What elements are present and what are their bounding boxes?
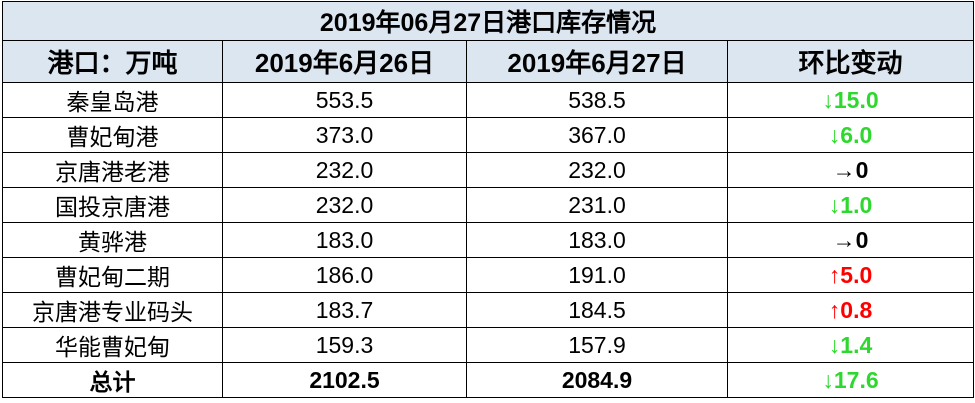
cell: 曹妃甸二期 xyxy=(2,257,223,293)
change-cell: ↑0.8 xyxy=(726,292,975,328)
data-row: 秦皇岛港 553.5 538.5 ↓15.0 xyxy=(2,82,975,118)
total-row: 总计 2102.5 2084.9 ↓17.6 xyxy=(2,362,975,398)
cell: 186.0 xyxy=(222,257,467,293)
cell: 184.5 xyxy=(466,292,728,328)
change-cell: →0 xyxy=(726,222,975,258)
cell: 曹妃甸港 xyxy=(2,117,223,153)
change-cell: ↓17.6 xyxy=(726,362,975,398)
cell: 553.5 xyxy=(222,82,467,118)
cell: 华能曹妃甸 xyxy=(2,327,223,363)
data-row: 京唐港专业码头 183.7 184.5 ↑0.8 xyxy=(2,292,975,328)
table-title: 2019年06月27日港口库存情况 xyxy=(1,1,975,41)
change-cell: ↓1.4 xyxy=(726,327,975,363)
change-cell: ↑5.0 xyxy=(726,257,975,293)
cell: 367.0 xyxy=(466,117,728,153)
header-cell: 2019年6月27日 xyxy=(466,40,728,83)
cell: 232.0 xyxy=(222,187,467,223)
header-cell: 环比变动 xyxy=(726,40,975,83)
cell: 232.0 xyxy=(466,152,728,188)
data-row: 京唐港老港 232.0 232.0 →0 xyxy=(2,152,975,188)
cell: 157.9 xyxy=(466,327,728,363)
data-row: 华能曹妃甸 159.3 157.9 ↓1.4 xyxy=(2,327,975,363)
cell: 183.0 xyxy=(466,222,728,258)
header-cell: 港口：万吨 xyxy=(2,40,223,83)
change-cell: →0 xyxy=(726,152,975,188)
data-row: 国投京唐港 232.0 231.0 ↓1.0 xyxy=(2,187,975,223)
cell: 秦皇岛港 xyxy=(2,82,223,118)
cell: 159.3 xyxy=(222,327,467,363)
cell: 191.0 xyxy=(466,257,728,293)
data-row: 曹妃甸港 373.0 367.0 ↓6.0 xyxy=(2,117,975,153)
header-row: 港口：万吨 2019年6月26日 2019年6月27日 环比变动 xyxy=(2,40,975,83)
title-row: 2019年06月27日港口库存情况 xyxy=(1,1,975,41)
data-row: 曹妃甸二期 186.0 191.0 ↑5.0 xyxy=(2,257,975,293)
total-cell: 2084.9 xyxy=(466,362,728,398)
total-cell: 2102.5 xyxy=(222,362,467,398)
header-cell: 2019年6月26日 xyxy=(222,40,467,83)
data-row: 黄骅港 183.0 183.0 →0 xyxy=(2,222,975,258)
change-cell: ↓6.0 xyxy=(726,117,975,153)
cell: 231.0 xyxy=(466,187,728,223)
cell: 373.0 xyxy=(222,117,467,153)
change-cell: ↓1.0 xyxy=(726,187,975,223)
cell: 京唐港老港 xyxy=(2,152,223,188)
cell: 538.5 xyxy=(466,82,728,118)
cell: 183.0 xyxy=(222,222,467,258)
change-cell: ↓15.0 xyxy=(726,82,975,118)
cell: 黄骅港 xyxy=(2,222,223,258)
cell: 京唐港专业码头 xyxy=(2,292,223,328)
cell: 国投京唐港 xyxy=(2,187,223,223)
cell: 232.0 xyxy=(222,152,467,188)
cell: 183.7 xyxy=(222,292,467,328)
total-cell: 总计 xyxy=(2,362,223,398)
